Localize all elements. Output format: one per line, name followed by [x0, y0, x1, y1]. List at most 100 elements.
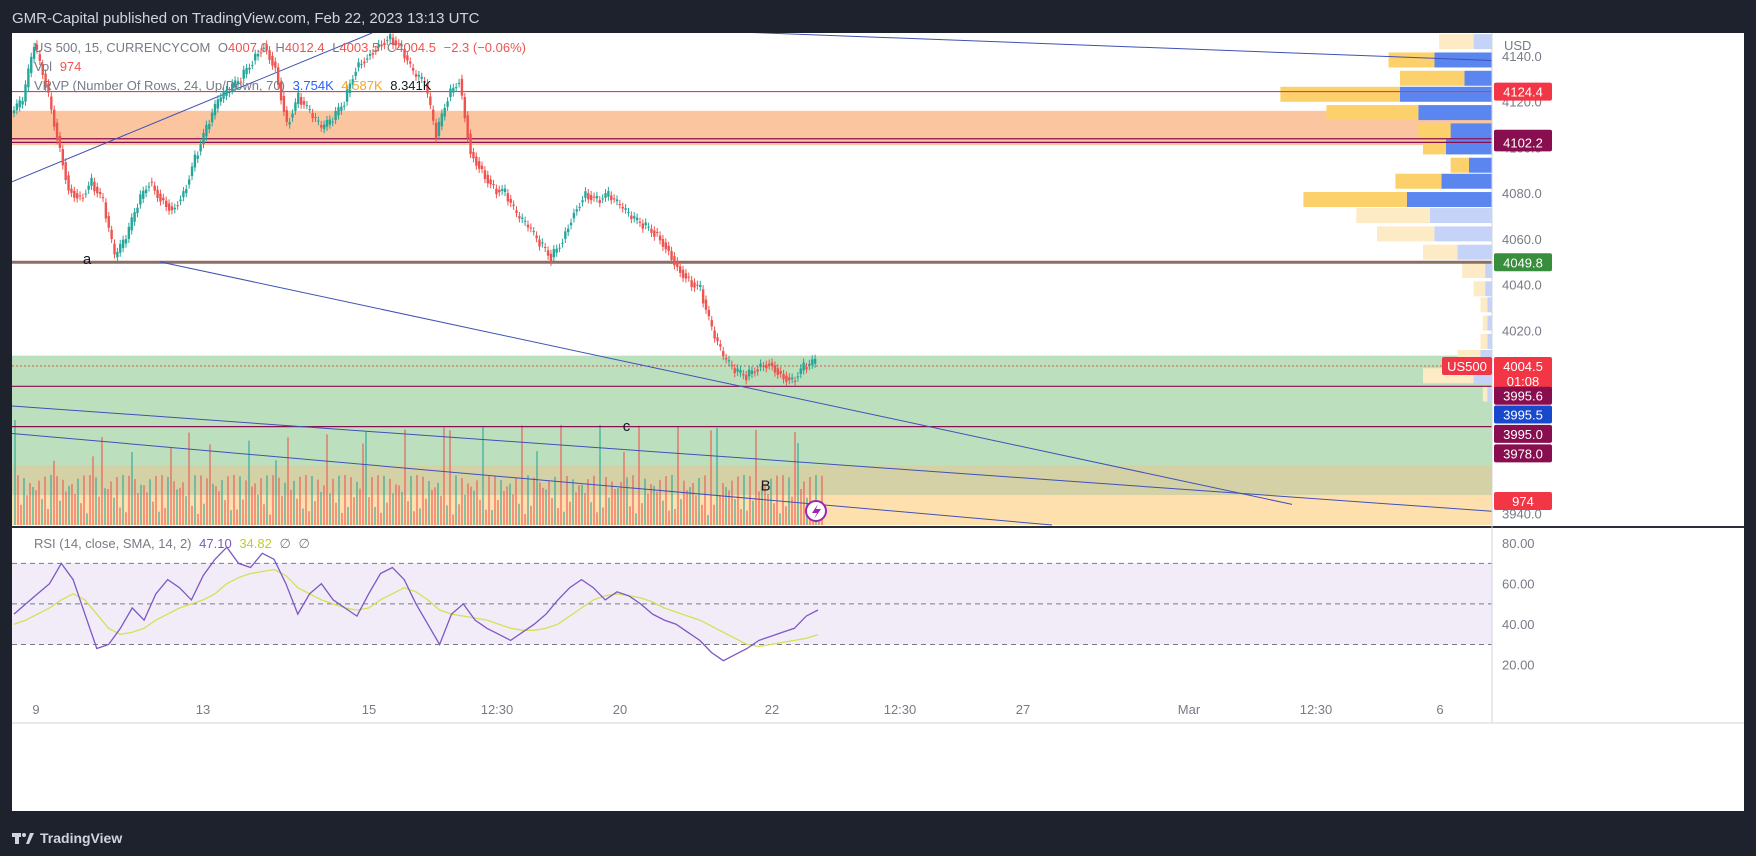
candle-body [693, 282, 696, 288]
volume-bar [797, 443, 799, 525]
candle-body [245, 67, 248, 75]
chart-svg[interactable]: acB 4140.04120.04100.04080.04060.04040.0… [11, 30, 1744, 811]
candle-body [601, 198, 604, 200]
legend-rsi-label: RSI (14, close, SMA, 14, 2) [34, 536, 192, 551]
volume-bar [269, 514, 271, 525]
volume-bar [317, 479, 319, 525]
candle-body [216, 99, 220, 109]
candle-body [555, 248, 558, 253]
volume-bar [566, 475, 568, 525]
candle-body [136, 207, 139, 214]
volume-bar [452, 514, 454, 525]
price-tick-3: 4080.0 [1502, 186, 1542, 201]
candle-body [259, 52, 263, 54]
vrvp-down-16 [1487, 315, 1492, 331]
volume-bar [35, 490, 37, 525]
candle-body [722, 351, 725, 357]
annotation-a: a [83, 251, 92, 268]
volume-bar [656, 491, 658, 525]
candle-body [305, 105, 309, 107]
volume-bar [155, 475, 157, 525]
candle-body [116, 251, 119, 258]
candle-body [434, 122, 438, 139]
volume-bar [569, 501, 571, 525]
volume-bar [110, 481, 112, 525]
candle-body [24, 84, 27, 102]
vrvp-down-14 [1485, 281, 1492, 297]
volume-bar [134, 479, 136, 525]
volume-bar [725, 486, 727, 525]
rsi-tick-3: 20.00 [1502, 658, 1535, 673]
candle-body [635, 217, 639, 221]
candle-body [167, 203, 171, 211]
candle-body [354, 71, 357, 76]
candle-body [337, 107, 340, 116]
candle-body [716, 337, 719, 342]
candle-body [233, 80, 237, 88]
volume-bar [140, 484, 142, 525]
annotation-B: B [761, 478, 771, 495]
candle-body [589, 194, 593, 201]
volume-bar [677, 426, 679, 525]
candle-body [595, 195, 599, 199]
volume-bar [509, 483, 511, 525]
volume-bar [800, 489, 802, 525]
volume-bar [263, 504, 265, 525]
candle-body [618, 204, 622, 206]
vrvp-up-0 [1439, 34, 1474, 50]
candle-body [210, 112, 214, 123]
candle-body [70, 188, 73, 193]
volume-bar [689, 487, 691, 525]
volume-bar [185, 496, 187, 525]
volume-bar [716, 427, 718, 525]
volume-bar [620, 482, 622, 525]
vrvp-down-15 [1487, 297, 1492, 313]
candle-body [271, 55, 274, 66]
volume-bar [728, 490, 730, 525]
candle-body [759, 363, 762, 368]
volume-bars-layer [14, 420, 823, 525]
publisher-caption: GMR-Capital published on TradingView.com… [12, 10, 480, 27]
volume-bar [758, 491, 760, 525]
volume-bar [164, 507, 166, 525]
candle-body [239, 81, 243, 83]
candle-body [633, 216, 636, 219]
candle-body [696, 284, 699, 286]
volume-bar [686, 490, 688, 525]
volume-bar [809, 477, 811, 525]
volume-bar [17, 475, 19, 525]
candle-body [159, 193, 162, 202]
vrvp-up-20 [1482, 386, 1488, 402]
candle-body [400, 44, 403, 47]
price-badge-4 [1494, 356, 1552, 375]
volume-bar [239, 476, 241, 525]
vrvp-down-0 [1473, 34, 1492, 50]
volume-bar [425, 498, 427, 525]
volume-bar [680, 499, 682, 525]
candle-body [377, 44, 380, 48]
candle-body [811, 359, 814, 365]
volume-bar [278, 477, 280, 525]
volume-bar [242, 499, 244, 525]
volume-bar [209, 444, 211, 525]
candle-body [199, 144, 202, 152]
candle-body [452, 87, 455, 93]
volume-bar [107, 489, 109, 525]
candle-body [383, 42, 386, 46]
time-tick-7: 27 [1016, 702, 1030, 717]
chart-area[interactable]: acB 4140.04120.04100.04080.04060.04040.0… [11, 30, 1744, 811]
volume-bar [578, 485, 580, 525]
candle-body [30, 56, 33, 74]
candle-body [429, 96, 432, 106]
candle-body [765, 364, 768, 369]
vrvp-up-4 [1326, 105, 1419, 121]
candle-body [107, 216, 110, 228]
price-tick-6: 4020.0 [1502, 323, 1542, 338]
volume-bar [629, 506, 631, 525]
candle-body [193, 154, 197, 168]
candle-body [276, 67, 280, 85]
price-badge-10 [1494, 491, 1552, 510]
volume-bar [755, 429, 757, 525]
candle-body [27, 68, 30, 88]
volume-bar [293, 480, 295, 525]
